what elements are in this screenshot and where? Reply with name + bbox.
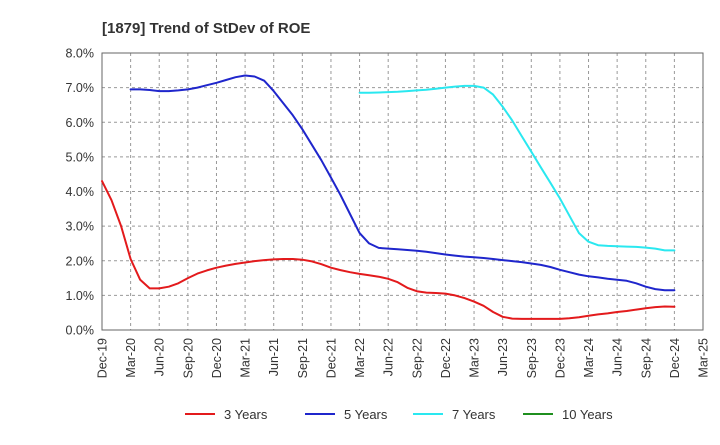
chart-title: [1879] Trend of StDev of ROE xyxy=(102,20,310,37)
x-tick-label: Sep-23 xyxy=(525,338,539,378)
y-tick-label: 0.0% xyxy=(66,324,95,338)
y-tick-label: 2.0% xyxy=(66,254,95,268)
x-tick-label: Jun-24 xyxy=(611,338,625,376)
legend-label: 3 Years xyxy=(224,407,268,422)
series-lines xyxy=(101,74,676,320)
y-tick-label: 6.0% xyxy=(66,116,95,130)
x-tick-label: Mar-23 xyxy=(468,338,482,378)
legend-label: 10 Years xyxy=(562,407,613,422)
series-line-7-years xyxy=(358,84,676,252)
y-tick-label: 7.0% xyxy=(66,81,95,95)
x-tick-label: Jun-23 xyxy=(496,338,510,376)
x-tick-label: Mar-25 xyxy=(697,338,711,378)
plot-area-frame xyxy=(101,52,704,331)
x-tick-label: Jun-21 xyxy=(267,338,281,376)
x-tick-label: Dec-23 xyxy=(553,338,567,378)
x-tick-label: Mar-21 xyxy=(239,338,253,378)
x-tick-label: Sep-21 xyxy=(296,338,310,378)
x-tick-label: Dec-21 xyxy=(324,338,338,378)
x-tick-label: Sep-22 xyxy=(410,338,424,378)
legend: 3 Years 5 Years 7 Years 10 Years xyxy=(185,407,613,422)
axes: 0.0% 1.0% 2.0% 3.0% 4.0% 5.0% 6.0% 7.0% 8.0% Dec-… xyxy=(66,47,711,379)
x-tick-label: Dec-24 xyxy=(668,338,682,378)
y-tick-label: 8.0% xyxy=(66,47,95,61)
x-tick-label: Dec-20 xyxy=(210,338,224,378)
x-tick-label: Sep-20 xyxy=(181,338,195,378)
x-tick-label: Dec-22 xyxy=(439,338,453,378)
x-tick-label: Mar-24 xyxy=(582,338,596,378)
x-tick-label: Jun-22 xyxy=(382,338,396,376)
x-tick-label: Mar-20 xyxy=(124,338,138,378)
series-line-3-years xyxy=(101,180,676,320)
y-tick-label: 5.0% xyxy=(66,150,95,164)
series-line-5-years xyxy=(129,74,676,292)
x-tick-label: Jun-20 xyxy=(153,338,167,376)
grid-lines xyxy=(102,52,704,330)
y-tick-label: 4.0% xyxy=(66,185,95,199)
x-tick-label: Sep-24 xyxy=(639,338,653,378)
legend-label: 5 Years xyxy=(344,407,388,422)
x-tick-label: Mar-22 xyxy=(353,338,367,378)
x-tick-label: Dec-19 xyxy=(96,338,110,378)
y-tick-label: 1.0% xyxy=(66,289,95,303)
legend-label: 7 Years xyxy=(452,407,496,422)
y-tick-label: 3.0% xyxy=(66,220,95,234)
